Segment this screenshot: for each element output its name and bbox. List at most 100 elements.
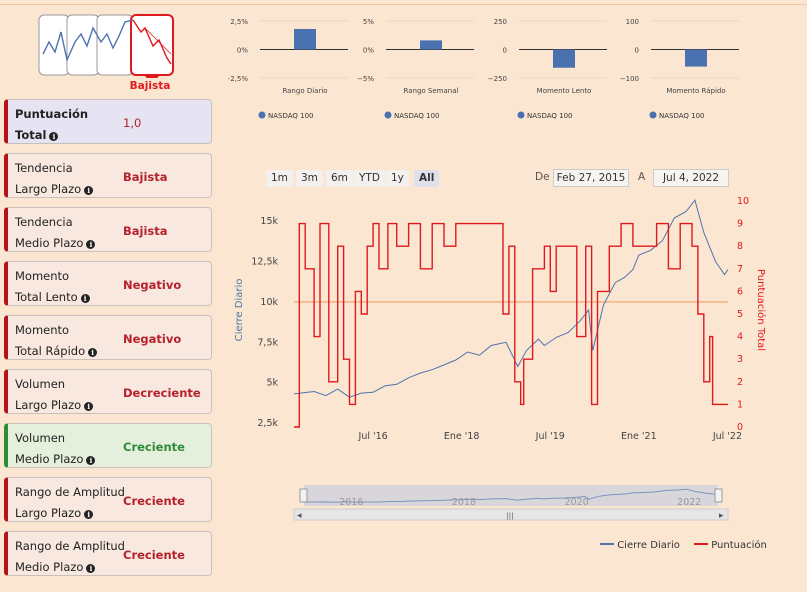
navigator-handle-left[interactable]	[299, 488, 308, 503]
info-icon[interactable]: i	[86, 564, 96, 573]
indicator-card[interactable]: Tendencia Largo Plazo i Bajista	[4, 153, 212, 198]
legend-marker	[517, 111, 525, 119]
indicator-card[interactable]: Rango de Amplitud Largo Plazo i Creciente	[4, 477, 212, 522]
x-tick-label: Jul '19	[535, 431, 565, 442]
card-title-line2: Total Lento i	[15, 290, 90, 304]
indicator-card[interactable]: Tendencia Medio Plazo i Bajista	[4, 207, 212, 252]
info-icon[interactable]: i	[86, 240, 96, 249]
y-tick-label: 0%	[237, 47, 248, 55]
y2-axis-title: Puntuación Total	[755, 269, 767, 351]
card-value: Decreciente	[123, 386, 201, 400]
navigator-handle-right[interactable]	[714, 488, 723, 503]
navigator-tick-label: 2022	[677, 497, 701, 508]
y-tick-label: 2,5k	[257, 418, 278, 429]
info-icon[interactable]: i	[49, 132, 59, 141]
legend-marker	[649, 111, 657, 119]
chart-navigator[interactable]: 2016 2018 2020 2022 ◂ ▸ |||	[292, 482, 732, 522]
legend-label: NASDAQ 100	[659, 112, 705, 120]
card-title-line1: Tendencia	[15, 161, 73, 175]
range-button-6m[interactable]: 6m	[326, 170, 353, 187]
navigator-scrollbar[interactable]	[293, 508, 729, 521]
y-tick-label: 100	[626, 18, 639, 26]
card-title-line1: Rango de Amplitud	[15, 539, 125, 553]
y-tick-label: 5%	[363, 18, 374, 26]
y2-tick-label: 7	[737, 264, 743, 275]
y-tick-label: 0	[503, 47, 507, 55]
card-title-line1: Volumen	[15, 431, 66, 445]
indicator-card[interactable]: Volumen Medio Plazo i Creciente	[4, 423, 212, 468]
info-icon[interactable]: i	[86, 456, 96, 465]
scroll-right-arrow: ▸	[719, 511, 724, 521]
indicator-card[interactable]: Puntuación Total i 1,0	[4, 99, 212, 144]
indicator-card[interactable]: Rango de Amplitud Medio Plazo i Creciente	[4, 531, 212, 576]
series-line-cierre	[293, 199, 729, 398]
card-title-line2: Medio Plazo i	[15, 560, 96, 574]
card-value: Creciente	[123, 548, 185, 562]
x-tick-label: Rango Semanal	[404, 87, 459, 95]
card-title-line1: Volumen	[15, 377, 66, 391]
range-button-1y[interactable]: 1y	[386, 170, 409, 187]
card-title-line2: Largo Plazo i	[15, 506, 94, 520]
card-title-line1: Momento	[15, 269, 70, 283]
range-button-3m[interactable]: 3m	[296, 170, 323, 187]
card-title-line1: Rango de Amplitud	[15, 485, 125, 499]
y2-tick-label: 3	[737, 354, 743, 365]
y-tick-label: 250	[494, 18, 507, 26]
card-title-line1: Momento	[15, 323, 70, 337]
indicator-card[interactable]: Volumen Largo Plazo i Decreciente	[4, 369, 212, 414]
y-tick-label: −100	[620, 75, 639, 83]
mini-chart-rango-semanal: 5% 0% −5% Rango Semanal NASDAQ 100	[357, 18, 474, 120]
x-tick-label: Ene '21	[621, 431, 657, 442]
card-value: Negativo	[123, 332, 182, 346]
legend-marker	[384, 111, 392, 119]
scroll-grip-icon: |||	[506, 512, 513, 520]
range-button-all[interactable]: All	[414, 170, 440, 187]
card-title-line1: Tendencia	[15, 215, 73, 229]
range-to-input[interactable]: Jul 4, 2022	[653, 169, 729, 187]
bar	[553, 49, 575, 68]
y2-tick-label: 10	[737, 196, 749, 207]
y-tick-label: 10k	[260, 297, 278, 308]
y2-tick-label: 8	[737, 241, 743, 252]
card-title-line2: Total i	[15, 128, 59, 142]
card-title-line2: Largo Plazo i	[15, 398, 94, 412]
y-tick-label: 0	[635, 47, 639, 55]
range-button-1m[interactable]: 1m	[266, 170, 293, 187]
range-from-input[interactable]: Feb 27, 2015	[553, 169, 629, 187]
x-tick-label: Ene '18	[444, 431, 480, 442]
card-value: Bajista	[123, 170, 168, 184]
y-tick-label: −2,5%	[228, 75, 248, 83]
mini-chart-rango-diario: 2,5% 0% −2,5% Rango Diario NASDAQ 100	[228, 18, 348, 120]
legend-cierre-diario[interactable]: Cierre Diario	[600, 540, 680, 551]
card-value: 1,0	[123, 116, 142, 130]
x-tick-label: Jul '16	[358, 431, 388, 442]
card-title-line2: Medio Plazo i	[15, 452, 96, 466]
range-button-ytd[interactable]: YTD	[354, 170, 385, 187]
navigator-series	[303, 488, 719, 503]
y2-tick-label: 6	[737, 286, 743, 297]
legend-puntuacion[interactable]: Puntuación	[694, 540, 767, 551]
indicator-card[interactable]: Momento Total Rápido i Negativo	[4, 315, 212, 360]
bar	[294, 28, 316, 50]
y2-tick-label: 5	[737, 309, 743, 320]
card-value: Creciente	[123, 494, 185, 508]
trend-label: Bajista	[129, 80, 171, 92]
mini-chart-momento-lento: 250 0 −250 Momento Lento NASDAQ 100	[488, 18, 607, 120]
info-icon[interactable]: i	[88, 348, 98, 357]
y-tick-label: 15k	[260, 216, 278, 227]
navigator-tick-label: 2016	[339, 497, 363, 508]
legend-label: NASDAQ 100	[527, 112, 573, 120]
info-icon[interactable]: i	[84, 186, 94, 195]
indicator-card[interactable]: Momento Total Lento i Negativo	[4, 261, 212, 306]
card-title-line2: Medio Plazo i	[15, 236, 96, 250]
navigator-mask	[304, 485, 718, 506]
info-icon[interactable]: i	[80, 294, 90, 303]
y-tick-label: 0%	[363, 47, 374, 55]
top-divider	[0, 4, 807, 5]
info-icon[interactable]: i	[84, 510, 94, 519]
y-tick-label: −250	[488, 75, 507, 83]
card-title-line2: Largo Plazo i	[15, 182, 94, 196]
legend-label: NASDAQ 100	[268, 112, 314, 120]
y2-tick-label: 9	[737, 219, 743, 230]
info-icon[interactable]: i	[84, 402, 94, 411]
